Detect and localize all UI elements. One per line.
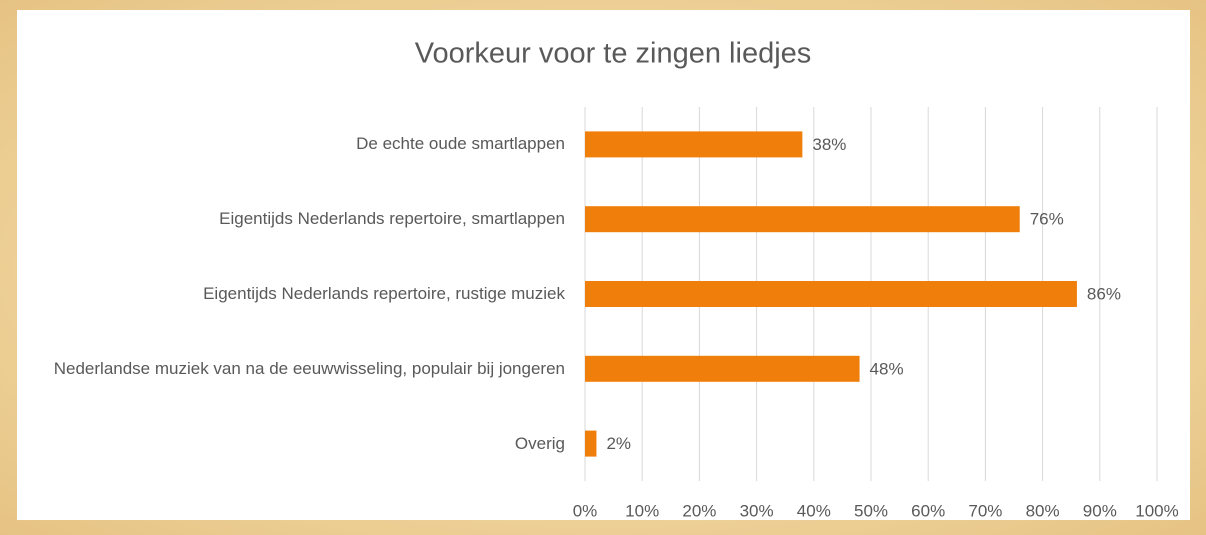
bar [585, 131, 803, 158]
x-tick-label: 30% [740, 501, 774, 520]
bar [585, 355, 860, 382]
x-tick-label: 70% [968, 501, 1002, 520]
y-tick-label: Nederlandse muziek van na de eeuwwisseli… [53, 358, 565, 378]
x-tick-label: 20% [682, 501, 716, 520]
chart-title: Voorkeur voor te zingen liedjes [415, 38, 812, 70]
category-label-box: Nederlandse muziek van na de eeuwwisseli… [20, 357, 565, 381]
x-tick-label: 80% [1026, 501, 1060, 520]
category-label-box: Eigentijds Nederlands repertoire, smartl… [20, 207, 565, 231]
category-label-box: Eigentijds Nederlands repertoire, rustig… [20, 282, 565, 306]
y-tick-label: Eigentijds Nederlands repertoire, rustig… [203, 284, 565, 303]
x-tick-label: 100% [1135, 501, 1178, 520]
x-tick-label: 10% [625, 501, 659, 520]
x-tick-label: 60% [911, 501, 945, 520]
y-tick-label: Overig [514, 433, 565, 453]
x-tick-label: 90% [1083, 501, 1117, 520]
x-tick-label: 50% [854, 501, 888, 520]
x-tick-label: 40% [797, 501, 831, 520]
data-label: 86% [1087, 284, 1121, 303]
y-tick-label: De echte oude smartlappen [356, 134, 565, 154]
data-label: 76% [1030, 210, 1064, 229]
bar [585, 430, 597, 457]
y-tick-label: Eigentijds Nederlands repertoire, smartl… [219, 209, 565, 229]
bar [585, 281, 1077, 307]
bar [585, 206, 1020, 233]
category-label-box: De echte oude smartlappen [20, 132, 565, 156]
chart-area [17, 10, 1190, 520]
data-label: 48% [870, 359, 904, 378]
data-label: 38% [812, 135, 846, 154]
category-label-box: Overig [20, 432, 565, 456]
x-tick-label: 0% [573, 501, 598, 520]
data-label: 2% [606, 434, 631, 453]
